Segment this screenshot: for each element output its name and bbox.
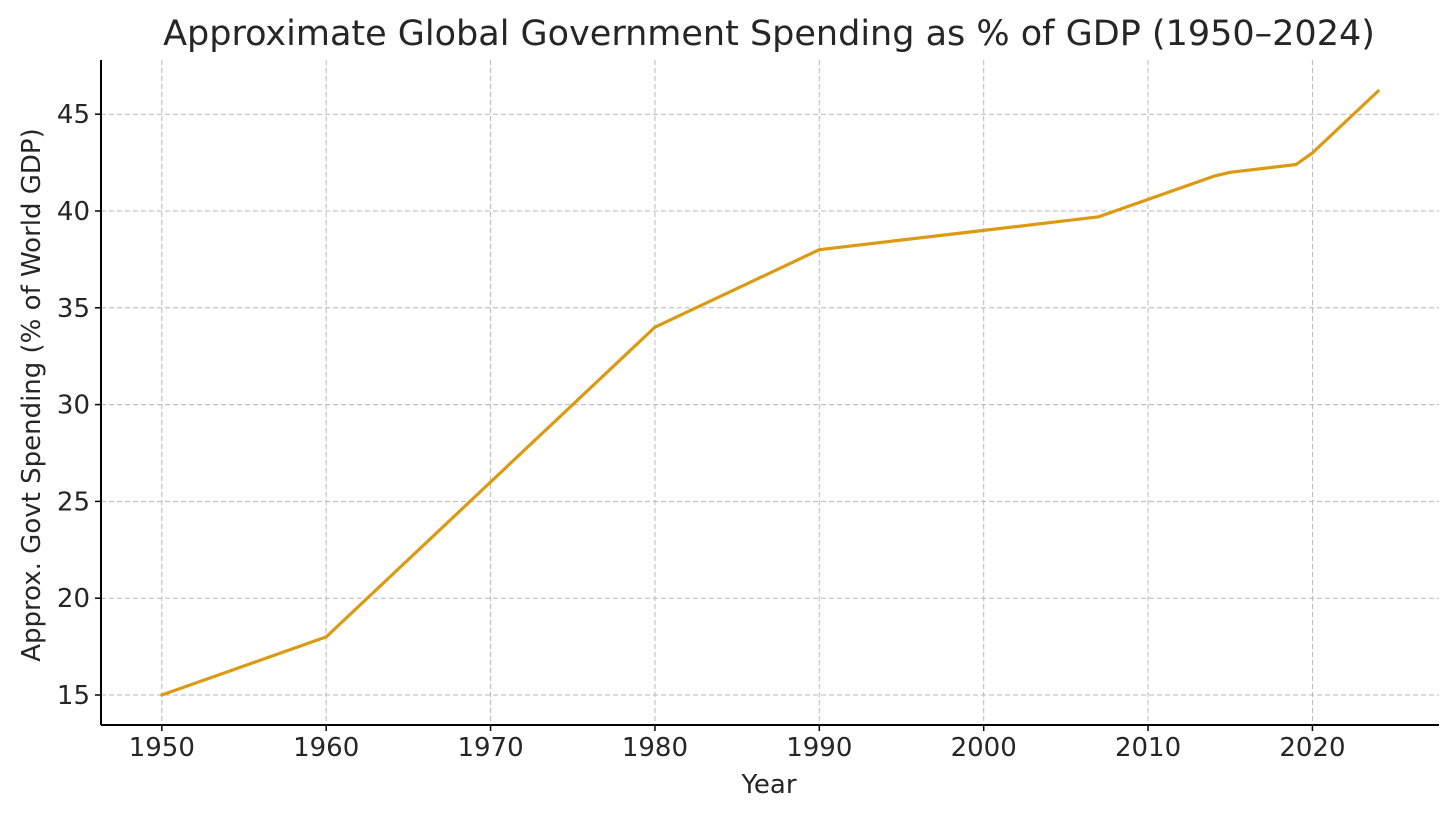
x-tick-label: 1970 (457, 733, 523, 763)
x-tick-label: 2010 (1115, 733, 1181, 763)
y-tick-label: 15 (57, 681, 90, 711)
y-tick-label: 35 (57, 294, 90, 324)
x-axis-label: Year (740, 770, 796, 800)
y-axis-ticks: 15 20 25 30 35 40 45 (57, 100, 101, 711)
y-tick-label: 45 (57, 100, 90, 130)
series-line (162, 91, 1378, 695)
x-tick-label: 2000 (951, 733, 1017, 763)
x-tick-label: 1980 (622, 733, 688, 763)
y-tick-label: 40 (57, 197, 90, 227)
y-tick-label: 20 (57, 584, 90, 614)
chart-title: Approximate Global Government Spending a… (163, 14, 1375, 54)
grid (101, 60, 1439, 725)
x-axis-ticks: 1950 1960 1970 1980 1990 2000 2010 2020 (129, 725, 1346, 763)
series-group (162, 91, 1378, 695)
x-tick-label: 1950 (129, 733, 195, 763)
x-tick-label: 2020 (1279, 733, 1345, 763)
x-tick-label: 1960 (293, 733, 359, 763)
axes (101, 60, 1439, 725)
y-tick-label: 30 (57, 391, 90, 421)
x-tick-label: 1990 (786, 733, 852, 763)
y-tick-label: 25 (57, 487, 90, 517)
y-axis-label: Approx. Govt Spending (% of World GDP) (17, 128, 47, 662)
